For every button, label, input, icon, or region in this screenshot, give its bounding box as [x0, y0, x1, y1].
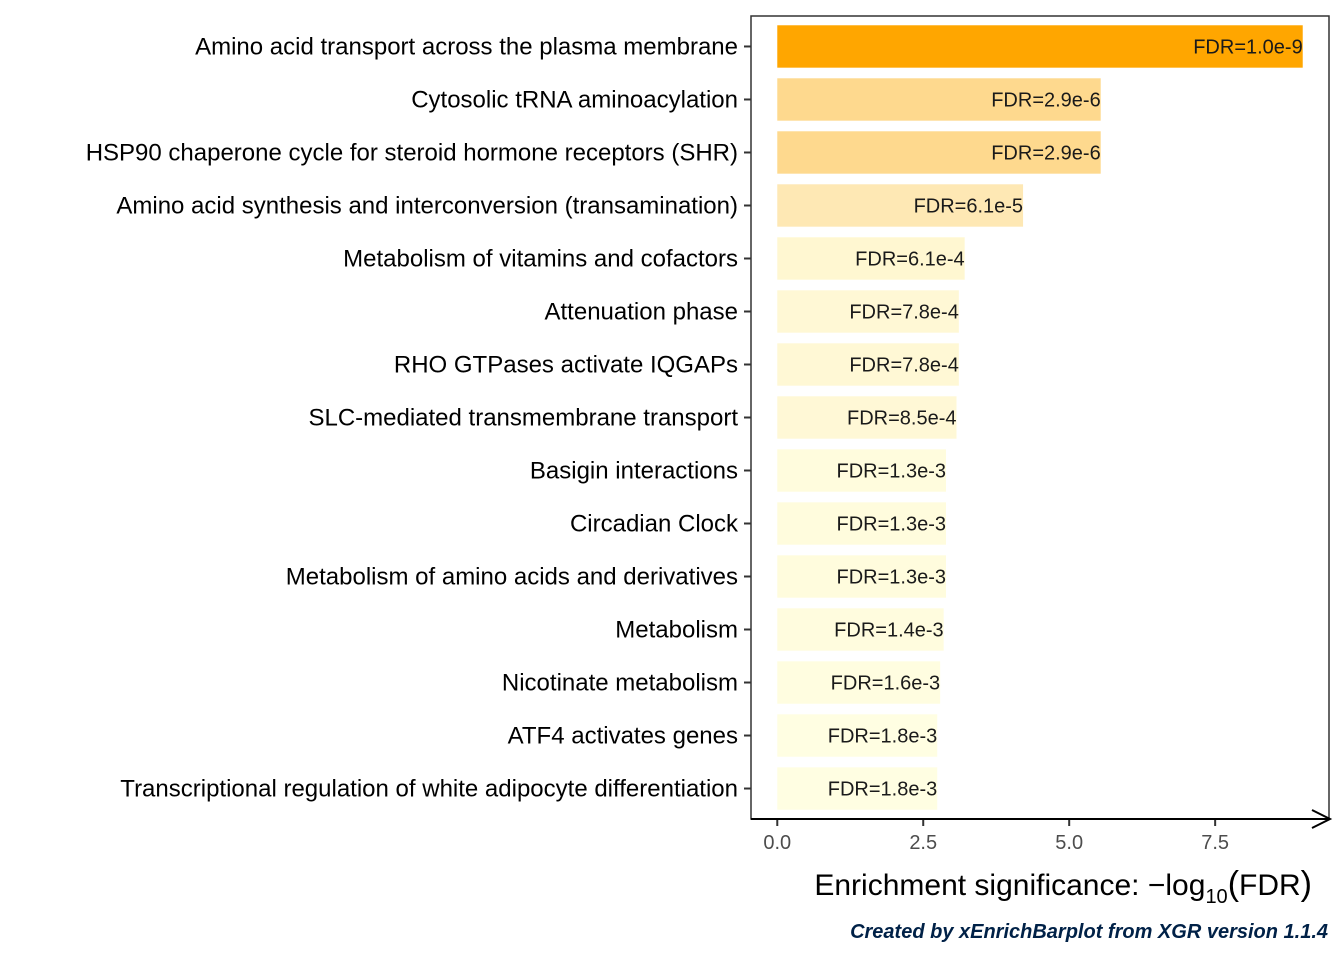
bar: [777, 608, 944, 651]
bar-value-label: FDR=1.3e-3: [837, 567, 947, 589]
bar: [777, 396, 957, 439]
x-tick-label: 7.5: [1201, 832, 1229, 854]
x-axis-title-minus: −: [1148, 869, 1166, 902]
category-label: Transcriptional regulation of white adip…: [120, 776, 738, 803]
bar: [777, 343, 959, 386]
bar: [777, 184, 1024, 227]
bar: [777, 78, 1101, 121]
bar: [777, 714, 938, 757]
bar: [777, 767, 938, 810]
bar-value-label: FDR=7.8e-4: [849, 354, 959, 376]
bar: [777, 502, 947, 545]
bar: [777, 237, 965, 280]
x-axis-title-subscript: 10: [1205, 886, 1227, 908]
y-ticks-group: [744, 45, 751, 790]
bar: [777, 555, 947, 598]
x-axis-arrow-icon: [1311, 809, 1333, 829]
x-tick-label: 2.5: [909, 832, 937, 854]
category-label: Amino acid transport across the plasma m…: [195, 33, 738, 60]
category-label: Metabolism: [615, 617, 738, 644]
category-label: ATF4 activates genes: [508, 723, 738, 750]
category-label: Attenuation phase: [545, 298, 739, 325]
bar-value-label: FDR=1.3e-3: [837, 514, 947, 536]
bar: [777, 449, 947, 492]
bar-value-label: FDR=6.1e-5: [914, 195, 1024, 217]
chart-caption: Created by xEnrichBarplot from XGR versi…: [850, 921, 1328, 943]
bar-value-label: FDR=6.1e-4: [855, 248, 965, 270]
bar: [777, 290, 959, 333]
category-label: SLC-mediated transmembrane transport: [308, 405, 738, 432]
bar-value-label: FDR=1.4e-3: [834, 620, 944, 642]
bar-labels-group: FDR=1.0e-9 FDR=2.9e-6 FDR=2.9e-6 FDR=6.1e-5…: [828, 36, 1303, 800]
bar-value-label: FDR=8.5e-4: [847, 408, 957, 430]
bar-value-label: FDR=1.3e-3: [837, 461, 947, 483]
category-label: Cytosolic tRNA aminoacylation: [411, 86, 738, 113]
x-axis-title-fdr: FDR: [1239, 869, 1301, 902]
x-axis-title-prefix: Enrichment significance:: [814, 869, 1148, 902]
x-tick-label: 5.0: [1055, 832, 1083, 854]
category-labels-group: Amino acid transport across the plasma m…: [86, 33, 739, 802]
category-label: Metabolism of amino acids and derivative…: [286, 564, 738, 591]
bar: [777, 131, 1101, 174]
bar-value-label: FDR=1.0e-9: [1193, 36, 1303, 58]
x-axis-title-close-paren: ): [1301, 865, 1312, 903]
bar-value-label: FDR=7.8e-4: [849, 301, 959, 323]
category-label: RHO GTPases activate IQGAPs: [394, 351, 738, 378]
x-ticks-group: 0.0 2.5 5.0 7.5: [763, 819, 1229, 854]
bar-value-label: FDR=1.8e-3: [828, 726, 938, 748]
bar-value-label: FDR=1.8e-3: [828, 779, 938, 801]
bar-value-label: FDR=2.9e-6: [991, 142, 1101, 164]
bar-value-label: FDR=2.9e-6: [991, 89, 1101, 111]
category-label: Metabolism of vitamins and cofactors: [343, 245, 738, 272]
category-label: HSP90 chaperone cycle for steroid hormon…: [86, 139, 738, 166]
x-axis-title: Enrichment significance: −log10(FDR): [814, 865, 1312, 908]
bars-group: [777, 25, 1303, 810]
category-label: Circadian Clock: [570, 511, 739, 538]
bar: [777, 661, 941, 704]
category-label: Basigin interactions: [530, 458, 738, 485]
category-label: Amino acid synthesis and interconversion…: [116, 192, 738, 219]
x-axis-title-log: log: [1165, 869, 1205, 902]
bar: [777, 25, 1303, 68]
x-tick-label: 0.0: [763, 832, 791, 854]
x-axis-title-open-paren: (: [1228, 865, 1240, 903]
bar-value-label: FDR=1.6e-3: [831, 673, 941, 695]
category-label: Nicotinate metabolism: [502, 670, 738, 697]
